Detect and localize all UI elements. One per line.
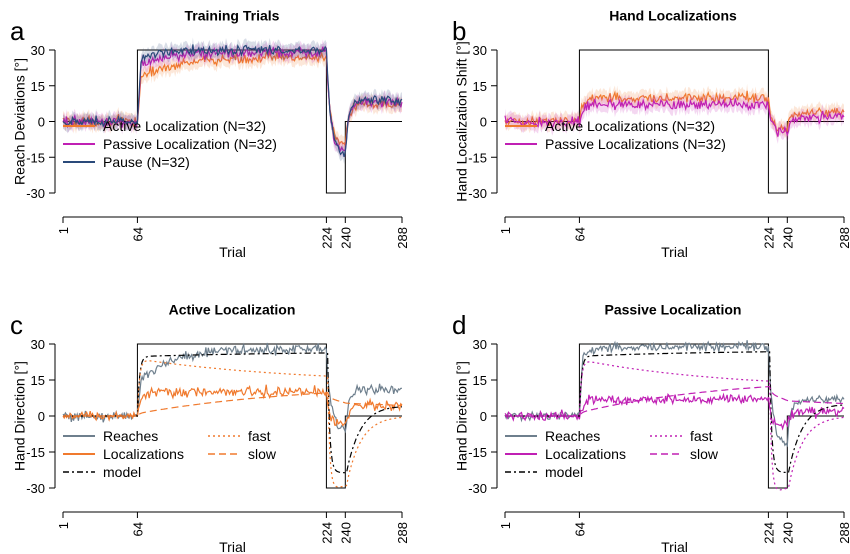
x-axis-label: Trial [661, 244, 688, 260]
series-line [62, 44, 403, 158]
x-tick-label: 64 [130, 227, 145, 241]
x-tick-label: 1 [56, 522, 71, 529]
panel-letter: a [10, 16, 25, 46]
series-line [62, 384, 403, 427]
series-band [63, 44, 402, 154]
legend-label: fast [248, 428, 271, 444]
y-tick-label: 0 [38, 115, 45, 130]
x-axis-label: Trial [219, 539, 246, 554]
series-line [63, 392, 402, 417]
series-line [62, 342, 402, 434]
x-tick-label: 288 [395, 227, 410, 249]
x-tick-label: 64 [130, 522, 145, 536]
x-axis: 1 64 224 240 288 Trial [498, 216, 850, 260]
x-tick-label: 288 [395, 522, 410, 544]
legend-label: model [103, 464, 141, 480]
y-tick-label: 0 [480, 115, 487, 130]
legend-label: Active Localization (N=32) [103, 118, 266, 134]
y-tick-label: -15 [26, 150, 45, 165]
legend-label: Reaches [545, 428, 600, 444]
panel-title: Active Localization [169, 301, 296, 317]
y-tick-label: -15 [468, 445, 487, 460]
x-tick-label: 240 [338, 522, 353, 544]
y-tick-label: 30 [473, 337, 487, 352]
x-tick-label: 1 [498, 227, 513, 234]
panel-d: Passive Localization d -30 -15 0 15 30 Hand Dir… [452, 301, 850, 554]
y-tick-label: 30 [31, 43, 45, 58]
legend: Reaches Localizations model fast slow [505, 428, 719, 480]
panel-title: Passive Localization [605, 301, 742, 317]
y-tick-label: 0 [38, 409, 45, 424]
legend-label: Active Localizations (N=32) [545, 118, 715, 134]
panel-title: Training Trials [185, 7, 280, 23]
panel-b: Hand Localizations b -30 -15 0 15 30 Hand Local… [452, 7, 850, 260]
series-line [504, 392, 845, 431]
panel-title: Hand Localizations [609, 7, 737, 23]
series-line [504, 97, 845, 137]
y-tick-label: -30 [26, 481, 45, 496]
legend-label: Reaches [103, 428, 158, 444]
y-tick-label: 15 [473, 373, 487, 388]
x-tick-label: 288 [837, 227, 850, 249]
x-tick-label: 240 [780, 227, 795, 249]
y-tick-label: -30 [26, 186, 45, 201]
y-tick-label: -15 [26, 445, 45, 460]
y-axis: -30 -15 0 15 30 Reach Deviations [°] [11, 43, 56, 201]
x-tick-label: 1 [498, 522, 513, 529]
perturbation-schedule [63, 49, 402, 194]
x-axis: 1 64 224 240 288 Trial [56, 216, 410, 260]
legend-label: slow [690, 446, 719, 462]
legend-label: model [545, 464, 583, 480]
x-axis-label: Trial [661, 539, 688, 554]
x-axis-label: Trial [219, 244, 246, 260]
y-tick-label: 30 [31, 337, 45, 352]
y-axis: -30 -15 0 15 30 Hand Direction [°] [11, 337, 56, 496]
x-tick-label: 1 [56, 227, 71, 234]
x-tick-label: 224 [761, 522, 776, 544]
y-tick-label: 0 [480, 409, 487, 424]
panel-a: Training Trials a -30 -15 0 15 30 Reach Deviati… [10, 7, 410, 260]
series-line [504, 340, 845, 448]
y-axis-label: Hand Direction [°] [11, 361, 27, 471]
legend-label: Pause (N=32) [103, 154, 190, 170]
y-axis-label: Reach Deviations [°] [11, 58, 27, 185]
legend-label: slow [248, 446, 277, 462]
x-tick-label: 64 [572, 227, 587, 241]
legend: Active Localization (N=32) Passive Locali… [63, 118, 277, 170]
y-tick-label: -15 [468, 150, 487, 165]
legend-label: Passive Localization (N=32) [103, 136, 277, 152]
y-tick-label: -30 [468, 481, 487, 496]
x-axis: 1 64 224 240 288 Trial [498, 511, 850, 554]
x-tick-label: 240 [338, 227, 353, 249]
x-tick-label: 240 [780, 522, 795, 544]
x-tick-label: 224 [761, 227, 776, 249]
y-axis: -30 -15 0 15 30 Hand Direction [°] [453, 337, 498, 496]
legend-label: Localizations [103, 446, 184, 462]
legend-label: Passive Localizations (N=32) [545, 136, 726, 152]
y-tick-label: 15 [31, 79, 45, 94]
panel-letter: b [452, 16, 466, 46]
panel-c: Active Localization c -30 -15 0 15 30 Hand Dire… [10, 301, 410, 554]
x-axis: 1 64 224 240 288 Trial [56, 511, 410, 554]
y-tick-label: -30 [468, 186, 487, 201]
y-tick-label: 15 [473, 79, 487, 94]
panel-letter: d [452, 310, 466, 340]
legend: Reaches Localizations model fast slow [63, 428, 277, 480]
x-tick-label: 224 [319, 522, 334, 544]
x-tick-label: 224 [319, 227, 334, 249]
series-band [63, 39, 402, 158]
y-tick-label: 30 [473, 43, 487, 58]
x-tick-label: 64 [572, 522, 587, 536]
panel-letter: c [10, 310, 23, 340]
x-tick-label: 288 [837, 522, 850, 544]
series-line [505, 385, 844, 417]
y-axis: -30 -15 0 15 30 Hand Localization Shift [°] [453, 41, 498, 202]
y-tick-label: 15 [31, 373, 45, 388]
legend-label: fast [690, 428, 713, 444]
legend-label: Localizations [545, 446, 626, 462]
y-axis-label: Hand Localization Shift [°] [453, 41, 469, 201]
y-axis-label: Hand Direction [°] [453, 361, 469, 471]
legend: Active Localizations (N=32) Passive Local… [505, 118, 726, 152]
